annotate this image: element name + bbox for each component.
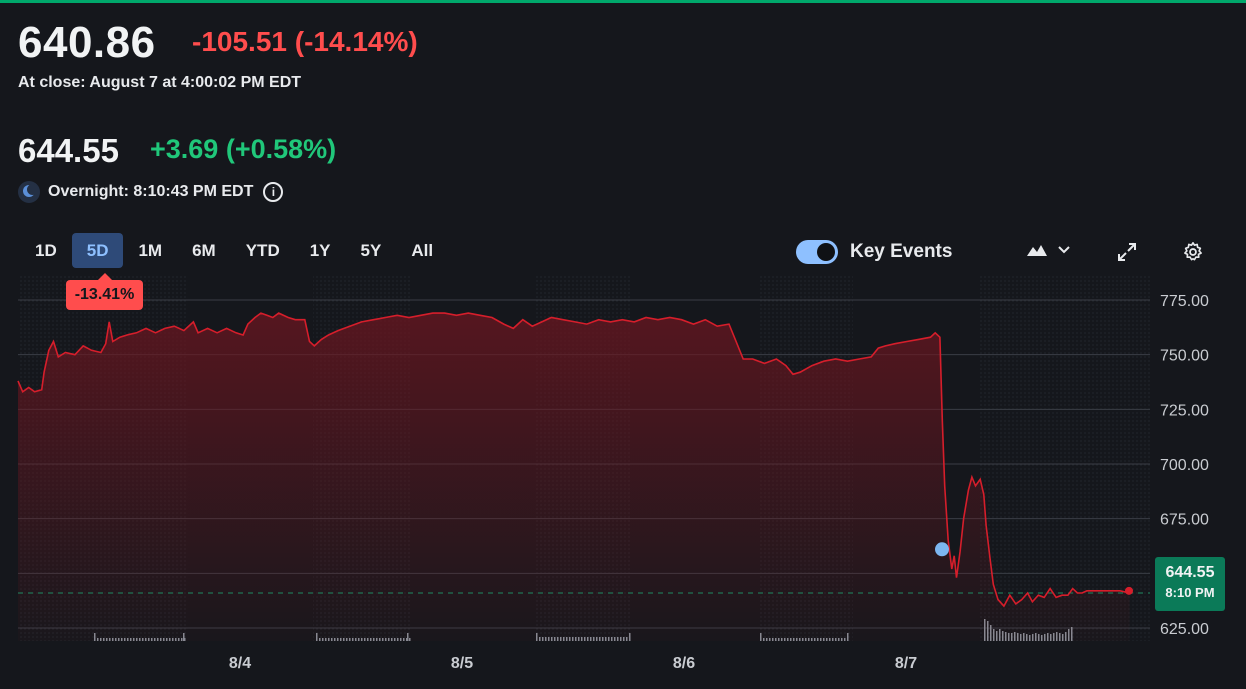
chevron-down-icon (1058, 246, 1070, 254)
key-event-marker[interactable] (935, 542, 949, 557)
y-tick-label: 675.00 (1160, 512, 1209, 529)
chart-type-dropdown[interactable] (1026, 243, 1070, 257)
range-1y-button[interactable]: 1Y (309, 241, 331, 260)
range-all-button[interactable]: All (411, 241, 434, 260)
overnight-change: +3.69 (+0.58%) (150, 134, 336, 165)
x-tick-label: 8/5 (451, 655, 473, 672)
last-price-label: 644.55 (1165, 564, 1215, 581)
overnight-timestamp: Overnight: 8:10:43 PM EDT (48, 183, 254, 200)
last-price-badge: 644.55 8:10 PM (1155, 557, 1225, 611)
x-axis: 8/4 8/5 8/6 8/7 (229, 655, 917, 672)
range-5d-button[interactable]: 5D (71, 233, 124, 268)
session-band (980, 275, 1075, 641)
info-icon[interactable]: i (263, 182, 284, 202)
close-change-percent: (-14.14%) (294, 26, 418, 57)
key-events-label: Key Events (850, 241, 953, 262)
y-tick-label: 725.00 (1160, 402, 1209, 419)
price-area-fill (18, 313, 1130, 641)
range-1m-button[interactable]: 1M (138, 241, 163, 260)
y-tick-label: 625.00 (1160, 621, 1209, 638)
last-price-dot (1125, 586, 1133, 595)
overnight-row: Overnight: 8:10:43 PM EDT i (18, 180, 284, 204)
key-events-toggle-row[interactable]: Key Events (796, 240, 952, 264)
close-price: 640.86 (18, 18, 156, 67)
overnight-price: 644.55 (18, 132, 119, 169)
moon-icon (18, 181, 40, 203)
x-tick-label: 8/4 (229, 655, 251, 672)
close-timestamp: At close: August 7 at 4:00:02 PM EDT (18, 74, 302, 91)
overnight-change-percent: (+0.58%) (225, 134, 337, 164)
y-tick-label: 750.00 (1160, 348, 1209, 365)
close-change: -105.51 (-14.14%) (192, 26, 418, 58)
y-axis: 775.00 750.00 725.00 700.00 675.00 625.00 (1160, 293, 1209, 638)
range-ytd-button[interactable]: YTD (245, 241, 280, 260)
session-band (1075, 275, 1150, 641)
range-1d-button[interactable]: 1D (35, 241, 57, 260)
gear-icon[interactable] (1182, 241, 1204, 263)
x-tick-label: 8/6 (673, 655, 695, 672)
x-tick-label: 8/7 (895, 655, 917, 672)
y-tick-label: 775.00 (1160, 293, 1209, 310)
last-time-label: 8:10 PM (1165, 585, 1215, 600)
range-5y-button[interactable]: 5Y (360, 241, 382, 260)
close-change-value: -105.51 (192, 26, 287, 57)
mountain-chart-icon (1027, 245, 1047, 256)
y-tick-label: 700.00 (1160, 457, 1209, 474)
price-line (17, 312, 1130, 608)
top-accent-bar (0, 0, 1246, 3)
overnight-change-value: +3.69 (150, 134, 219, 164)
range-6m-button[interactable]: 6M (192, 241, 216, 260)
range-selector: 1D 5D 1M 6M YTD 1Y 5Y All (20, 233, 448, 268)
key-events-toggle[interactable] (796, 240, 838, 264)
expand-icon[interactable] (1116, 241, 1138, 263)
period-change-badge: -13.41% (66, 273, 143, 310)
